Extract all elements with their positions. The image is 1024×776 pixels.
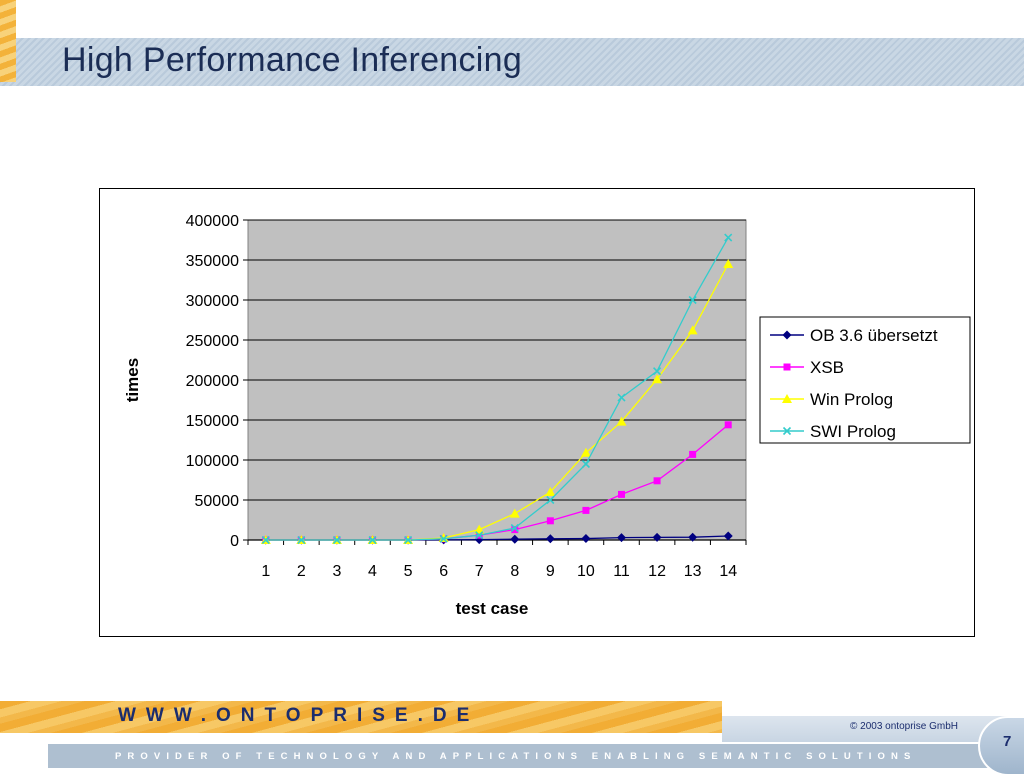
data-point-series-2	[511, 526, 519, 534]
data-point-series-2	[724, 421, 732, 429]
y-tick-label: 350000	[186, 253, 239, 270]
x-tick-label: 14	[719, 563, 737, 580]
legend-marker	[783, 363, 791, 371]
data-point-series-1	[723, 531, 733, 541]
data-point-series-3	[545, 487, 556, 496]
data-point-series-2	[653, 477, 661, 485]
legend-marker	[782, 330, 792, 340]
data-point-series-3	[616, 416, 627, 426]
data-point-series-4	[617, 393, 626, 402]
data-point-series-3	[652, 374, 663, 384]
legend-entry: Win Prolog	[810, 390, 893, 409]
data-point-series-4	[332, 535, 341, 545]
footer-tagline: PROVIDER OF TECHNOLOGY AND APPLICATIONS …	[115, 751, 917, 762]
legend-marker	[782, 426, 792, 436]
page-number-badge	[978, 716, 1024, 776]
data-point-series-4	[546, 495, 555, 505]
y-tick-label: 150000	[186, 413, 239, 430]
data-point-series-1	[581, 534, 591, 544]
x-tick-label: 2	[297, 563, 306, 580]
data-point-series-1	[545, 534, 555, 544]
copyright-notice: © 2003 ontoprise GmbH	[850, 721, 958, 732]
legend-marker	[782, 394, 792, 403]
y-tick-label: 100000	[186, 453, 239, 470]
data-point-series-1	[688, 532, 698, 542]
data-point-series-3	[509, 508, 520, 518]
corner-decoration	[0, 0, 16, 82]
footer-orange-band	[0, 701, 722, 733]
data-point-series-1	[617, 533, 626, 543]
legend-entry: SWI Prolog	[810, 422, 896, 441]
data-point-series-2	[618, 490, 625, 498]
x-tick-label: 1	[261, 563, 270, 580]
data-point-series-3	[580, 447, 591, 457]
x-tick-label: 3	[332, 563, 341, 580]
slide-title: High Performance Inferencing	[62, 41, 523, 79]
footer-gray-band	[722, 716, 1024, 742]
data-point-series-4	[510, 523, 519, 533]
data-point-series-2	[582, 506, 590, 514]
data-point-series-3	[723, 259, 734, 268]
data-point-series-4	[475, 531, 484, 540]
x-tick-label: 13	[684, 563, 702, 580]
y-tick-label: 250000	[186, 333, 239, 350]
x-tick-label: 7	[475, 563, 484, 580]
x-tick-label: 8	[510, 563, 519, 580]
data-point-series-4	[724, 233, 733, 242]
footer-tagline-bar	[48, 744, 1024, 768]
page-number: 7	[1003, 733, 1012, 750]
legend	[759, 316, 971, 444]
data-point-series-3	[687, 325, 698, 335]
data-point-series-1	[652, 532, 662, 542]
data-point-series-4	[581, 459, 590, 469]
x-tick-label: 12	[648, 563, 666, 580]
y-tick-label: 200000	[186, 373, 239, 390]
y-axis-label: times	[123, 358, 142, 402]
data-point-series-4	[439, 534, 448, 543]
data-point-series-2	[546, 517, 554, 525]
data-point-series-4	[261, 535, 270, 545]
y-tick-label: 300000	[186, 293, 239, 310]
data-point-series-4	[653, 367, 662, 376]
data-point-series-2	[689, 450, 697, 458]
y-tick-label: 400000	[186, 213, 239, 230]
data-point-series-3	[438, 533, 449, 542]
data-point-series-1	[510, 534, 520, 544]
x-tick-label: 4	[368, 563, 377, 580]
x-tick-label: 5	[404, 563, 413, 580]
x-tick-label: 11	[613, 563, 630, 580]
x-tick-label: 9	[546, 563, 555, 580]
series-line-4	[265, 237, 729, 541]
x-tick-label: 10	[577, 563, 595, 580]
x-tick-label: 6	[439, 563, 448, 580]
legend-entry: XSB	[810, 358, 844, 377]
data-point-series-4	[297, 535, 306, 545]
chart-frame: 0 50000 100000 150000 200000 250000 300000 3500…	[99, 188, 975, 637]
title-band	[0, 38, 1024, 86]
footer-website-link[interactable]: WWW.ONTOPRISE.DE	[118, 705, 480, 726]
y-tick-label: 50000	[195, 493, 240, 510]
data-point-series-3	[474, 524, 485, 534]
data-point-series-4	[404, 535, 413, 545]
data-point-series-4	[368, 535, 377, 545]
line-chart: 0 50000 100000 150000 200000 250000 300000 3500…	[123, 213, 971, 618]
y-tick-label: 0	[230, 533, 239, 550]
x-axis-label: test case	[456, 599, 529, 618]
data-point-series-1	[474, 535, 484, 545]
data-point-series-4	[688, 295, 697, 305]
legend-entry: OB 3.6 übersetzt	[810, 326, 938, 345]
